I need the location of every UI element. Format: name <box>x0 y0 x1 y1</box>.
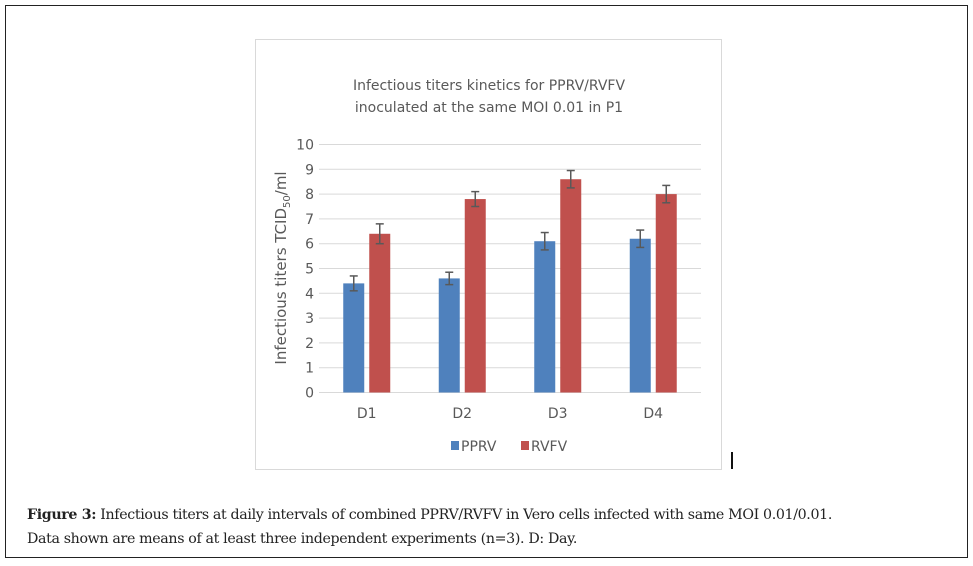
y-tick-label: 0 <box>305 386 314 402</box>
bar-rvfv-d1 <box>369 233 391 393</box>
y-tick-label: 5 <box>305 262 314 278</box>
y-axis-label-prefix: Infectious titers TCID <box>272 208 290 365</box>
y-axis-label-suffix: /ml <box>272 171 290 195</box>
error-bar <box>540 231 549 251</box>
bar-rvfv-d3 <box>560 179 582 393</box>
y-tick-label: 2 <box>305 336 314 352</box>
x-axis-ticks: D1 D2 D3 D4 <box>357 406 663 422</box>
y-tick-label: 3 <box>305 311 314 327</box>
caption-line-2: Data shown are means of at least three i… <box>27 531 578 547</box>
y-tick-label: 1 <box>305 361 314 377</box>
x-tick-label: D2 <box>452 406 472 422</box>
legend-swatch-pprv <box>451 441 459 450</box>
chart-area: Infectious titers kinetics for PPRV/RVFV… <box>255 39 722 470</box>
error-bar <box>566 169 575 189</box>
bar-pprv-d3 <box>534 241 556 393</box>
text-cursor <box>731 452 733 469</box>
chart-title: Infectious titers kinetics for PPRV/RVFV… <box>353 78 626 116</box>
error-bar <box>662 184 671 204</box>
y-tick-label: 7 <box>305 212 314 228</box>
chart-title-line-2: inoculated at the same MOI 0.01 in P1 <box>355 100 623 116</box>
figure-caption: Figure 3: Infectious titers at daily int… <box>27 503 957 551</box>
chart-title-line-1: Infectious titers kinetics for PPRV/RVFV <box>353 78 626 94</box>
x-tick-label: D4 <box>643 406 663 422</box>
bar-pprv-d2 <box>438 278 460 393</box>
x-tick-label: D3 <box>548 406 568 422</box>
error-bar <box>471 190 480 208</box>
error-bar <box>445 271 454 286</box>
legend-swatch-rvfv <box>521 441 529 450</box>
x-tick-label: D1 <box>357 406 377 422</box>
legend-label-rvfv: RVFV <box>531 439 568 455</box>
legend: PPRV RVFV <box>451 439 568 455</box>
bar-chart: Infectious titers kinetics for PPRV/RVFV… <box>272 78 701 455</box>
bar-rvfv-d2 <box>464 199 486 393</box>
y-tick-label: 10 <box>296 138 314 154</box>
bar-pprv-d4 <box>629 238 651 393</box>
figure-label: Figure 3: <box>27 507 97 523</box>
y-tick-label: 4 <box>305 286 314 302</box>
legend-label-pprv: PPRV <box>461 439 497 455</box>
y-axis-label: Infectious titers TCID50/ml <box>272 171 293 364</box>
error-bars <box>349 169 671 292</box>
y-tick-label: 8 <box>305 187 314 203</box>
y-axis-ticks: 0 1 2 3 4 5 6 7 8 9 10 <box>296 138 314 402</box>
error-bar <box>349 275 358 292</box>
bar-pprv-d1 <box>343 283 365 393</box>
error-bar <box>636 229 645 249</box>
error-bar <box>375 223 384 245</box>
y-axis-label-subscript: 50 <box>282 195 293 208</box>
caption-line-1: Figure 3: Infectious titers at daily int… <box>27 503 957 527</box>
bar-rvfv-d4 <box>655 194 677 393</box>
caption-text-1: Infectious titers at daily intervals of … <box>96 507 832 523</box>
bars <box>343 179 677 393</box>
y-tick-label: 9 <box>305 162 314 178</box>
y-tick-label: 6 <box>305 237 314 253</box>
